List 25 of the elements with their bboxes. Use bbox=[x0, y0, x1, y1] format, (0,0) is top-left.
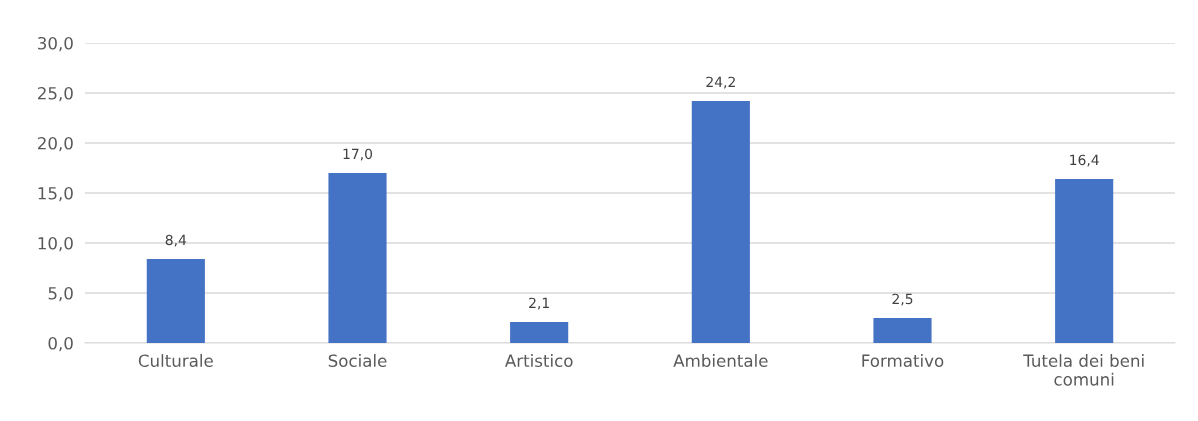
data-label: 24,2 bbox=[706, 76, 735, 89]
y-tick-label: 25,0 bbox=[38, 86, 73, 102]
bar bbox=[1055, 179, 1114, 343]
bar bbox=[510, 322, 569, 343]
bar bbox=[691, 101, 750, 343]
y-tick-label: 20,0 bbox=[38, 136, 73, 152]
y-tick-label: 15,0 bbox=[38, 186, 73, 202]
x-tick-label: Artistico bbox=[504, 354, 573, 368]
y-tick-label: 0,0 bbox=[48, 336, 73, 352]
y-tick-label: 5,0 bbox=[48, 286, 73, 302]
y-tick-label: 30,0 bbox=[38, 36, 73, 52]
x-tick-label: Ambientale bbox=[673, 354, 768, 368]
bar bbox=[146, 259, 205, 343]
bar bbox=[328, 173, 387, 343]
data-label: 2,1 bbox=[529, 297, 549, 310]
x-tick-label: Culturale bbox=[138, 354, 213, 368]
data-label: 8,4 bbox=[165, 234, 187, 247]
bar bbox=[873, 318, 932, 343]
y-tick-label: 10,0 bbox=[38, 236, 73, 252]
data-label: 2,5 bbox=[892, 293, 913, 306]
x-tick-label: Formativo bbox=[862, 354, 944, 368]
x-tick-label: Sociale bbox=[328, 354, 387, 368]
data-label: 17,0 bbox=[343, 148, 373, 161]
x-tick-label: Tutela dei beni comuni bbox=[1023, 354, 1144, 386]
data-label: 16,4 bbox=[1070, 154, 1099, 167]
